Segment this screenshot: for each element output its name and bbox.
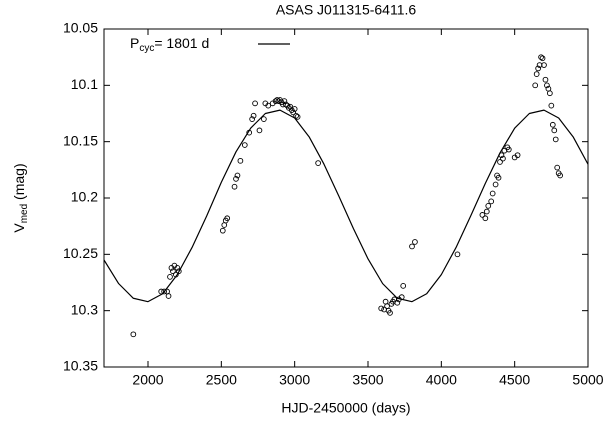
data-point [554,164,561,171]
data-point [544,82,550,89]
data-point [252,100,258,107]
y-tick-label: 10.2 [71,189,98,205]
data-point [412,239,418,245]
chart-title: ASAS J011315-6411.6 [276,2,417,18]
data-point [394,299,401,306]
data-point [479,212,486,218]
data-point [161,288,167,295]
data-point [274,97,280,103]
data-point [488,198,495,205]
data-point [492,181,499,188]
legend-main: P [130,35,139,51]
data-point [233,175,239,182]
data-point [551,127,558,134]
data-point [514,152,521,159]
data-point [409,243,415,250]
x-tick-label: 2500 [206,372,237,388]
data-point [293,112,299,119]
data-point [170,268,176,275]
data-point [548,102,555,109]
data-point [541,62,547,68]
y-tick-label: 10.35 [63,358,98,374]
data-point [538,54,544,61]
data-point [231,183,238,190]
plot-frame [103,28,589,368]
data-point [250,112,257,119]
data-point [175,268,182,275]
data-point [294,114,301,120]
data-point [482,215,489,222]
data-point [249,116,255,122]
data-point [167,274,173,280]
data-point [130,331,137,338]
data-point [539,55,546,62]
data-point [400,283,407,289]
y-axis-label: Vmed (mag) [11,163,30,232]
data-point [291,106,298,112]
data-point [505,146,512,153]
y-tick-label: 10.15 [63,132,98,148]
data-point [378,305,385,312]
data-point [275,98,282,104]
y-label-main: V [11,223,27,233]
data-point [287,103,294,110]
x-tick-label: 5000 [572,372,603,388]
data-point [489,190,496,197]
y-label-unit: (mag) [11,163,27,203]
x-axis-label: HJD-2450000 (days) [281,400,410,416]
y-tick-label: 10.25 [63,245,98,261]
data-point [552,136,559,143]
data-point [549,121,556,128]
data-point [535,65,541,72]
data-point [283,101,289,108]
data-point [483,208,490,215]
y-tick-label: 10.3 [71,301,98,317]
y-label-sub: med [19,204,30,223]
y-tick-label: 10.05 [63,20,98,36]
data-point [165,293,172,299]
data-point [542,76,549,83]
fit-line [104,109,588,303]
data-point [241,142,248,148]
data-point [533,71,540,77]
data-point [174,265,181,271]
data-point [557,172,563,179]
data-point [485,203,492,209]
data-point [237,157,244,164]
data-point [315,160,321,166]
data-point [224,215,231,222]
legend-label: Pcyc= 1801 d [130,35,209,54]
x-tick-label: 2000 [132,372,163,388]
data-point [495,174,502,181]
data-point [532,82,539,89]
data-point [256,127,263,134]
y-tick-label: 10.1 [71,76,98,92]
x-tick-label: 4000 [426,372,457,388]
data-point [454,251,461,258]
legend-sub: cyc [139,43,154,54]
data-point [234,172,241,179]
data-point [281,98,288,104]
data-point [547,90,553,97]
data-point [497,159,503,165]
x-tick-label: 3000 [279,372,310,388]
x-tick-label: 3500 [352,372,383,388]
data-point [261,116,267,122]
data-point [219,227,226,234]
data-point [387,310,393,316]
data-point [500,155,506,162]
legend-rest: = 1801 d [154,35,209,51]
data-point [290,109,297,116]
x-tick-label: 4500 [499,372,530,388]
data-point [265,102,272,109]
